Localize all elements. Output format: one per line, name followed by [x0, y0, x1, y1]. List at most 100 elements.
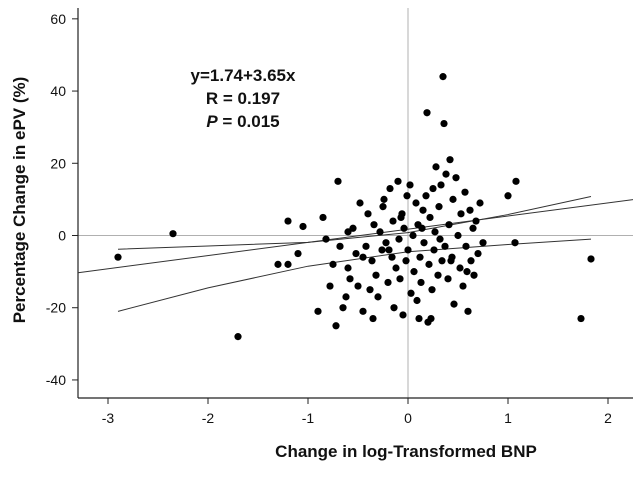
data-point [479, 239, 487, 247]
data-point [427, 314, 435, 323]
data-point [346, 275, 354, 283]
x-tick-label: -1 [302, 410, 315, 426]
data-point [284, 260, 292, 268]
data-point [463, 268, 471, 276]
data-point [344, 264, 352, 272]
data-point [390, 304, 398, 312]
data-point [445, 221, 453, 229]
data-point [429, 184, 437, 193]
data-point [420, 239, 428, 247]
data-point [456, 264, 464, 272]
data-point [457, 210, 465, 218]
data-point [439, 73, 447, 81]
y-tick-label: 40 [50, 83, 66, 99]
data-point [397, 213, 405, 222]
p-value-text: = 0.015 [218, 112, 280, 131]
data-point [402, 257, 410, 265]
data-point [349, 224, 357, 232]
data-point [449, 195, 457, 203]
data-point [395, 235, 403, 243]
data-point [234, 333, 242, 341]
data-point [447, 257, 455, 265]
data-point [404, 246, 412, 254]
data-point [407, 289, 415, 297]
data-point [452, 174, 460, 182]
data-point [359, 253, 367, 261]
data-point [400, 224, 408, 232]
data-point [364, 210, 372, 218]
data-point [399, 311, 407, 319]
data-point [332, 322, 340, 330]
data-point [274, 260, 282, 268]
data-point [416, 253, 424, 261]
data-point [417, 278, 425, 287]
data-point [466, 206, 474, 214]
data-point [386, 184, 394, 193]
data-point [362, 242, 370, 250]
correlation-r: R = 0.197 [206, 89, 280, 108]
ci-upper-line [117, 196, 592, 250]
data-point [394, 177, 402, 185]
data-point [462, 242, 470, 250]
x-tick-label: 1 [504, 410, 512, 426]
data-point [461, 188, 469, 196]
data-point [469, 224, 477, 232]
data-point [504, 192, 512, 200]
data-point [354, 282, 362, 290]
data-point [430, 246, 438, 254]
data-point [450, 300, 458, 308]
data-point [470, 271, 478, 279]
data-point [319, 213, 327, 222]
data-point [356, 199, 364, 207]
data-point [369, 314, 377, 323]
data-point [464, 307, 472, 315]
data-points [114, 73, 595, 341]
data-point [326, 282, 334, 290]
data-point [379, 203, 387, 211]
data-point [299, 222, 307, 231]
data-point [426, 213, 434, 222]
data-point [454, 231, 462, 240]
data-point [388, 253, 396, 261]
data-point [441, 242, 449, 250]
data-point [403, 192, 411, 200]
p-symbol: P [206, 112, 218, 131]
y-tick-label: 0 [58, 228, 66, 244]
axes-frame [77, 8, 633, 399]
data-point [339, 304, 347, 312]
data-point [336, 242, 344, 250]
data-point [329, 260, 337, 268]
data-point [342, 293, 350, 301]
data-point [352, 249, 360, 258]
data-point [435, 203, 443, 211]
data-point [511, 239, 519, 247]
data-point [419, 206, 427, 214]
data-point [446, 156, 454, 164]
y-tick-label: -20 [46, 300, 66, 316]
regression-equation: y=1.74+3.65x [191, 66, 296, 85]
data-point [378, 246, 386, 254]
y-tick-label: 20 [50, 155, 66, 171]
data-point [359, 307, 367, 315]
data-point [422, 192, 430, 200]
data-point [169, 230, 177, 238]
data-point [284, 217, 292, 225]
data-point [476, 199, 484, 207]
data-point [114, 253, 122, 261]
x-tick-label: -2 [202, 410, 215, 426]
data-point [425, 260, 433, 268]
x-axis-ticks: -3 -2 -1 0 1 2 [102, 398, 612, 426]
data-point [370, 221, 378, 229]
x-tick-label: 2 [604, 410, 612, 426]
data-point [423, 109, 431, 117]
data-point [376, 228, 384, 236]
y-axis-ticks: -40 -20 0 20 40 60 [46, 11, 78, 388]
data-point [587, 255, 595, 263]
fit-line [77, 199, 633, 274]
data-point [372, 271, 380, 279]
data-point [334, 177, 342, 185]
data-point [314, 307, 322, 315]
data-point [409, 231, 417, 240]
data-point [410, 268, 418, 276]
p-value: P = 0.015 [206, 112, 279, 131]
